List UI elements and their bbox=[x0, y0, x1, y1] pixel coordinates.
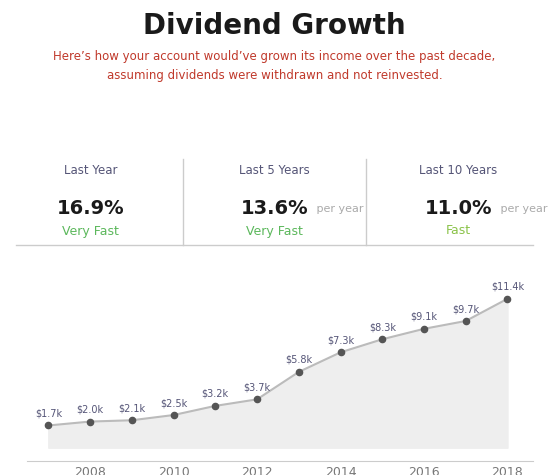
Text: assuming dividends were withdrawn and not reinvested.: assuming dividends were withdrawn and no… bbox=[107, 69, 442, 82]
Text: $3.2k: $3.2k bbox=[201, 389, 229, 399]
Point bbox=[336, 349, 345, 356]
Text: Very Fast: Very Fast bbox=[246, 225, 303, 238]
Text: Dividend Growth: Dividend Growth bbox=[143, 12, 406, 40]
Point bbox=[294, 368, 303, 376]
Text: per year: per year bbox=[496, 204, 547, 214]
Point bbox=[86, 418, 94, 426]
Point bbox=[419, 325, 428, 332]
Point bbox=[461, 317, 470, 325]
Text: Last 5 Years: Last 5 Years bbox=[239, 164, 310, 177]
Text: $7.3k: $7.3k bbox=[327, 335, 354, 345]
Point bbox=[44, 422, 53, 429]
Text: 16.9%: 16.9% bbox=[57, 199, 125, 218]
Text: $5.8k: $5.8k bbox=[285, 355, 312, 365]
Text: $2.1k: $2.1k bbox=[118, 403, 145, 413]
Text: $9.7k: $9.7k bbox=[452, 304, 479, 314]
Text: $2.5k: $2.5k bbox=[160, 398, 187, 408]
Text: Last Year: Last Year bbox=[64, 164, 117, 177]
Text: $9.1k: $9.1k bbox=[411, 312, 438, 322]
Text: Very Fast: Very Fast bbox=[62, 225, 119, 238]
Text: $1.7k: $1.7k bbox=[35, 408, 62, 418]
Text: Fast: Fast bbox=[446, 225, 471, 238]
Text: 13.6%: 13.6% bbox=[240, 199, 309, 218]
Text: $2.0k: $2.0k bbox=[76, 405, 104, 415]
Text: $11.4k: $11.4k bbox=[491, 282, 524, 292]
Text: 11.0%: 11.0% bbox=[425, 199, 492, 218]
Text: Here’s how your account would’ve grown its income over the past decade,: Here’s how your account would’ve grown i… bbox=[53, 50, 496, 63]
Point bbox=[503, 295, 512, 303]
Text: Last 10 Years: Last 10 Years bbox=[419, 164, 497, 177]
Point bbox=[253, 396, 261, 403]
Point bbox=[127, 417, 136, 424]
Text: $8.3k: $8.3k bbox=[369, 323, 396, 332]
Point bbox=[169, 411, 178, 419]
Text: $3.7k: $3.7k bbox=[243, 382, 271, 392]
Point bbox=[378, 335, 386, 343]
Point bbox=[211, 402, 220, 409]
Text: per year: per year bbox=[313, 204, 363, 214]
